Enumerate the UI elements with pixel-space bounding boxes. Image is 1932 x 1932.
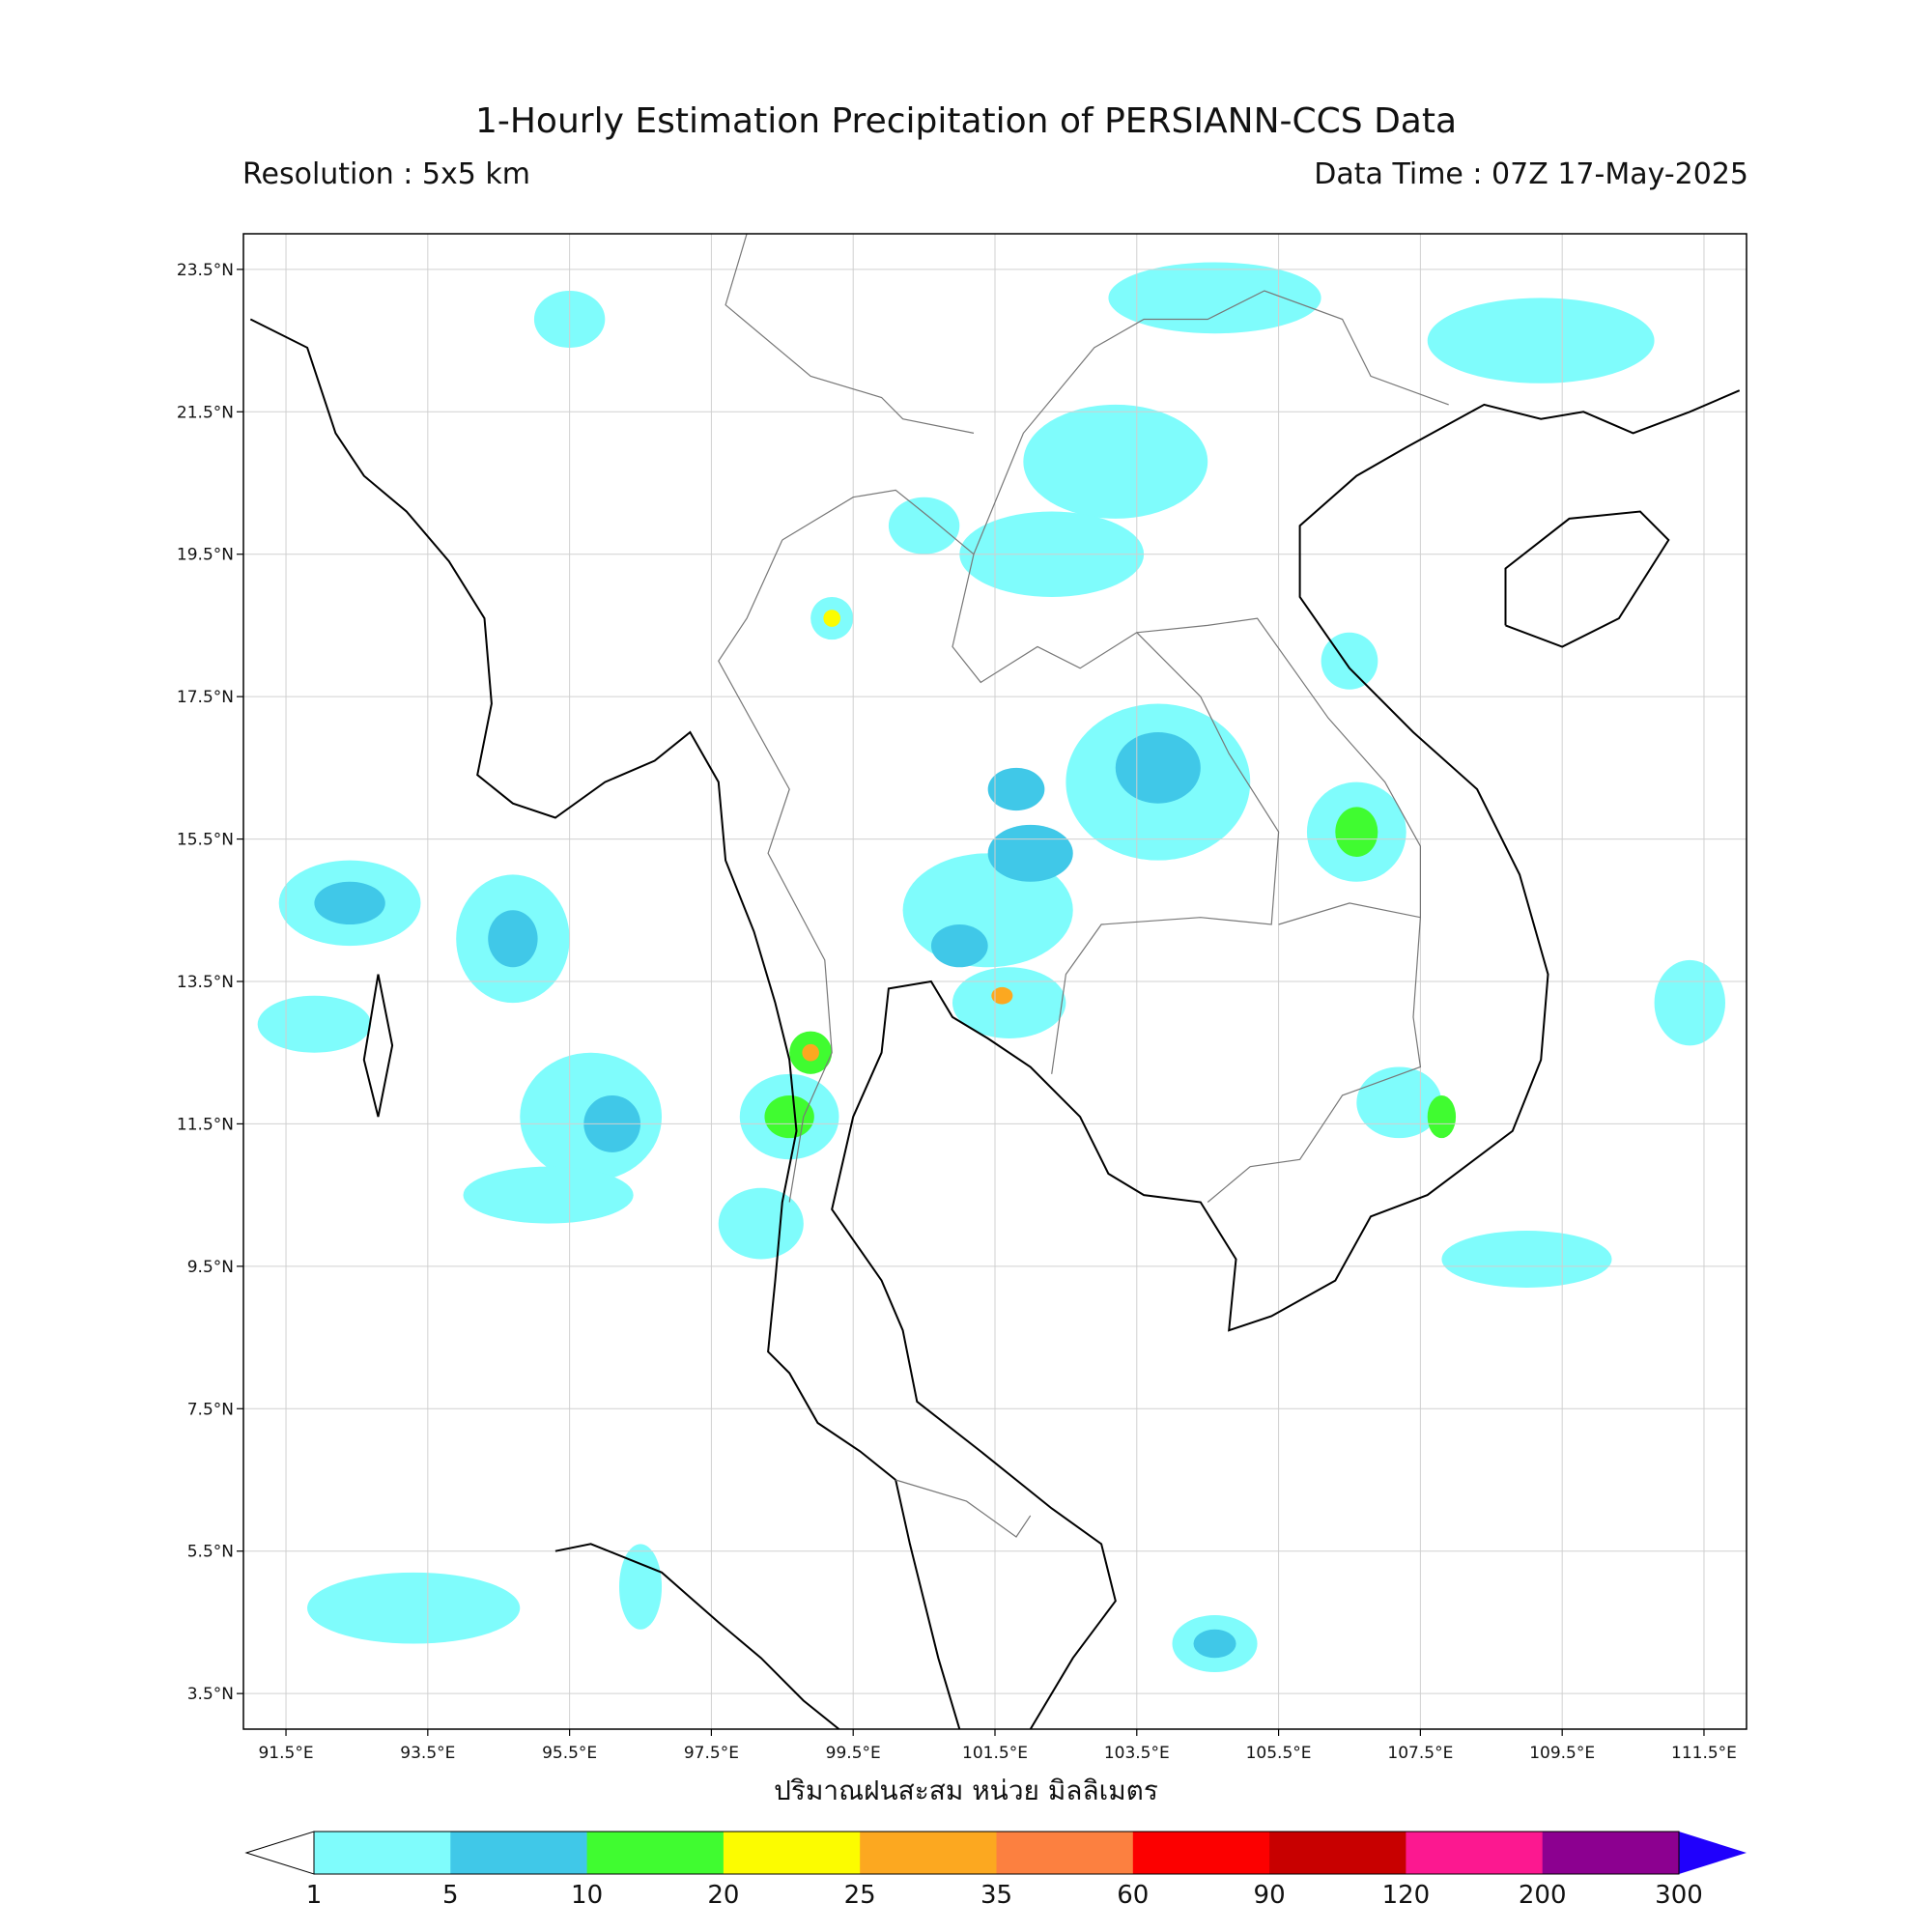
y-tick-label: 3.5°N — [187, 1685, 234, 1704]
colorbar-tick-label: 200 — [1519, 1881, 1567, 1910]
colorbar-tick-label: 300 — [1655, 1881, 1703, 1910]
rain-cell — [1427, 1094, 1457, 1139]
x-tick-label: 99.5°E — [826, 1744, 881, 1763]
colorbar-segment — [586, 1832, 724, 1874]
x-tick-label: 107.5°E — [1387, 1744, 1453, 1763]
colorbar-tick-label: 120 — [1382, 1881, 1431, 1910]
y-tick-label: 21.5°N — [177, 403, 234, 422]
colorbar-tick-label: 25 — [844, 1881, 876, 1910]
x-tick-label: 101.5°E — [962, 1744, 1028, 1763]
rain-cell — [463, 1166, 634, 1224]
x-tick-label: 103.5°E — [1104, 1744, 1170, 1763]
colorbar-over-arrow — [1679, 1832, 1747, 1874]
country-border — [895, 1479, 1032, 1538]
rain-cell — [1023, 404, 1208, 519]
colorbar-tick-label: 35 — [980, 1881, 1012, 1910]
country-border — [724, 233, 975, 434]
y-tick-label: 17.5°N — [177, 688, 234, 707]
country-border — [781, 489, 1280, 1074]
rain-cell — [1193, 1629, 1236, 1659]
rain-cell — [1427, 298, 1655, 384]
colorbar-segment — [1132, 1832, 1270, 1874]
coastline — [362, 974, 394, 1118]
country-border — [973, 290, 1449, 554]
colorbar-segment — [860, 1832, 997, 1874]
colorbar-tick-label: 90 — [1254, 1881, 1286, 1910]
axis-ticks: 91.5°E 93.5°E 95.5°E 97.5°E 99.5°E 101.5°E 103… — [177, 261, 1737, 1763]
colorbar-tick-label: 10 — [571, 1881, 603, 1910]
rain-cell — [952, 967, 1066, 1038]
colorbar-tick-label: 5 — [442, 1881, 459, 1910]
colorbar-under-arrow — [244, 1831, 315, 1875]
country-border — [1207, 902, 1422, 1203]
coastlines — [249, 318, 1741, 1730]
rain-cell — [1335, 807, 1378, 857]
x-tick-label: 111.5°E — [1671, 1744, 1737, 1763]
rain-cell — [888, 497, 960, 554]
rain-cell — [619, 1544, 663, 1630]
y-tick-label: 11.5°N — [177, 1115, 234, 1134]
rain-cell — [1441, 1231, 1612, 1288]
rain-cell — [930, 924, 988, 968]
data-time-label: Data Time : 07Z 17-May-2025 — [1314, 157, 1748, 191]
colorbar-segment — [1269, 1832, 1406, 1874]
rain-cell — [488, 910, 538, 968]
x-axis-title: ปริมาณฝนสะสม หน่วย มิลลิเมตร — [774, 1775, 1158, 1806]
rain-cell — [314, 881, 385, 925]
colorbar-tick-label: 60 — [1117, 1881, 1149, 1910]
x-tick-label: 105.5°E — [1246, 1744, 1312, 1763]
y-tick-label: 7.5°N — [187, 1400, 234, 1419]
rain-cell — [823, 610, 840, 627]
x-tick-label: 97.5°E — [684, 1744, 739, 1763]
rain-cell — [1108, 262, 1321, 334]
colorbar-tick-label: 20 — [707, 1881, 739, 1910]
rain-cell — [991, 986, 1013, 1005]
colorbar-segment — [450, 1832, 588, 1874]
rain-cell — [802, 1043, 819, 1062]
map-title: 1-Hourly Estimation Precipitation of PER… — [474, 101, 1458, 141]
colorbar-segment — [996, 1832, 1134, 1874]
x-tick-label: 93.5°E — [400, 1744, 455, 1763]
x-tick-label: 91.5°E — [258, 1744, 313, 1763]
y-tick-label: 15.5°N — [177, 831, 234, 850]
graticule — [243, 234, 1747, 1729]
x-tick-label: 95.5°E — [542, 1744, 597, 1763]
x-tick-label: 109.5°E — [1529, 1744, 1595, 1763]
borders — [718, 233, 1449, 1538]
y-tick-label: 13.5°N — [177, 973, 234, 992]
rain-cell — [987, 767, 1045, 811]
coastline — [1504, 510, 1670, 648]
y-tick-label: 19.5°N — [177, 546, 234, 565]
colorbar-segment — [1542, 1832, 1680, 1874]
colorbar-segment — [1406, 1832, 1544, 1874]
colorbar-outline — [313, 1831, 1680, 1875]
y-tick-label: 23.5°N — [177, 261, 234, 280]
country-border — [1136, 617, 1422, 918]
colorbar-segment — [314, 1832, 451, 1874]
resolution-label: Resolution : 5x5 km — [242, 157, 530, 191]
y-tick-label: 5.5°N — [187, 1543, 234, 1562]
colorbar-segment — [723, 1832, 861, 1874]
country-border — [718, 539, 833, 1203]
y-tick-label: 9.5°N — [187, 1258, 234, 1277]
coastline — [554, 1543, 840, 1730]
colorbar-tick-label: 1 — [306, 1881, 323, 1910]
coastline — [831, 389, 1741, 1730]
rain-cell — [307, 1572, 521, 1644]
coastline — [249, 318, 961, 1730]
